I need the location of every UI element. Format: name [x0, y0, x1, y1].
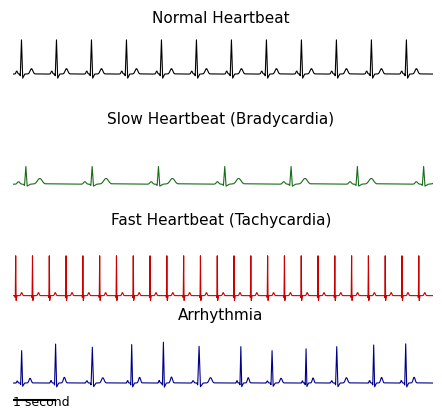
Text: Normal Heartbeat: Normal Heartbeat	[152, 11, 290, 26]
Text: Slow Heartbeat (Bradycardia): Slow Heartbeat (Bradycardia)	[107, 112, 335, 127]
Text: Fast Heartbeat (Tachycardia): Fast Heartbeat (Tachycardia)	[111, 214, 331, 228]
Text: 1 second: 1 second	[13, 396, 70, 409]
Text: Arrhythmia: Arrhythmia	[178, 309, 264, 323]
